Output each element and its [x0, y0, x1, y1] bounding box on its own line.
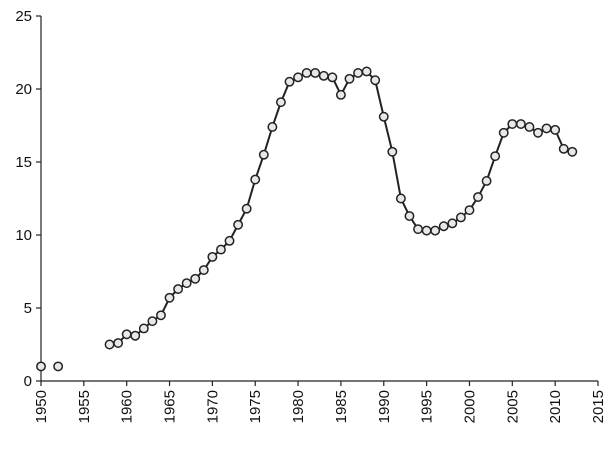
marker [447, 218, 458, 229]
marker [147, 316, 158, 327]
marker [507, 119, 518, 129]
line [109, 70, 573, 346]
marker [293, 72, 304, 83]
marker [490, 151, 501, 162]
marker [284, 76, 295, 87]
marker [515, 119, 526, 129]
marker [541, 123, 552, 134]
marker [370, 75, 381, 86]
marker [104, 339, 115, 350]
x-tick-label: 2005 [504, 390, 521, 423]
y-tick-label: 15 [15, 154, 32, 171]
marker [327, 72, 338, 83]
marker [344, 73, 355, 84]
x-tick-label: 2000 [461, 390, 478, 423]
marker [53, 361, 64, 372]
marker [438, 221, 449, 232]
marker [353, 67, 364, 78]
marker [233, 219, 244, 230]
marker [310, 67, 321, 78]
marker [216, 244, 226, 255]
x-tick-label: 1980 [290, 390, 307, 423]
marker [121, 329, 132, 340]
y-tick-label: 5 [24, 300, 32, 317]
marker [404, 211, 415, 221]
marker [113, 338, 124, 348]
marker [156, 310, 166, 321]
marker [550, 124, 561, 135]
marker [378, 111, 389, 122]
marker [130, 330, 141, 341]
marker [464, 205, 475, 216]
marker [421, 225, 432, 236]
x-tick-label: 1985 [333, 390, 350, 423]
marker [567, 146, 578, 157]
x-tick-label: 1970 [204, 390, 221, 423]
marker [224, 235, 235, 246]
x-tick-label: 1950 [33, 390, 50, 423]
marker [258, 149, 269, 160]
x-tick-label: 1975 [247, 390, 264, 423]
marker [190, 273, 201, 284]
marker [361, 66, 372, 77]
x-tick-label: 1960 [119, 390, 136, 423]
marker [241, 203, 252, 214]
marker [138, 323, 149, 334]
marker [558, 143, 569, 154]
x-tick-label: 2015 [590, 390, 607, 423]
x-tick-label: 1955 [76, 390, 93, 423]
x-tick-label: 1995 [419, 390, 436, 423]
marker [318, 70, 329, 81]
marker [301, 67, 312, 78]
marker [198, 265, 209, 275]
marker [164, 292, 175, 303]
marker [267, 122, 278, 132]
marker [481, 176, 492, 186]
marker [395, 193, 406, 204]
marker [473, 192, 483, 202]
marker [250, 174, 261, 185]
y-tick-label: 20 [15, 81, 32, 98]
marker [524, 122, 535, 132]
marker [181, 278, 192, 289]
marker [498, 127, 509, 138]
marker [207, 251, 218, 262]
marker [430, 225, 441, 236]
y-tick-label: 10 [15, 227, 32, 244]
marker [173, 284, 184, 294]
marker [36, 361, 46, 372]
marker [335, 89, 346, 100]
y-tick-label: 0 [24, 373, 32, 390]
marker [455, 212, 466, 223]
y-tick-label: 25 [15, 8, 32, 25]
x-tick-label: 1990 [376, 390, 393, 423]
marker [387, 146, 398, 157]
x-tick-label: 1965 [162, 390, 179, 423]
x-tick-label: 2010 [547, 390, 564, 423]
marker [533, 127, 543, 138]
marker [413, 224, 423, 235]
marker [275, 97, 286, 108]
